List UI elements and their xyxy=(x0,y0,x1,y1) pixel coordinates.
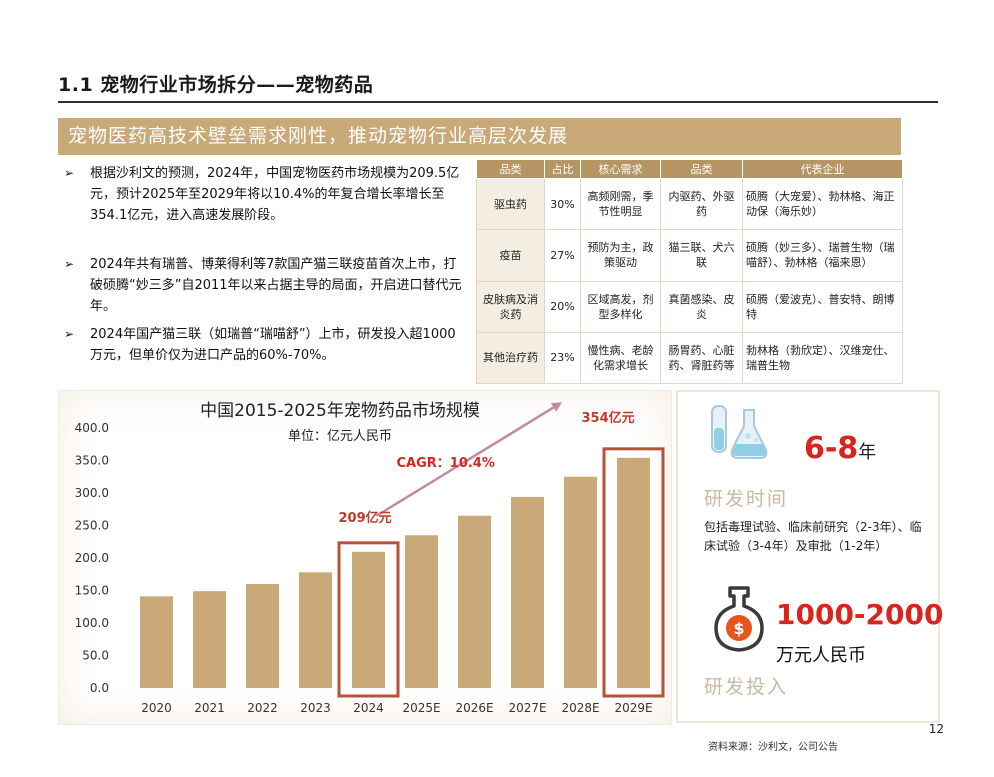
rd-time-value: 6-8 xyxy=(804,431,859,466)
bar-2021 xyxy=(193,591,226,688)
bar-2028E xyxy=(564,476,597,688)
y-tick-label: 200.0 xyxy=(75,551,109,565)
growth-arrow xyxy=(375,402,563,517)
table-header-row: 品类 占比 核心需求 品类 代表企业 xyxy=(476,159,903,179)
y-tick-label: 250.0 xyxy=(75,519,109,533)
col-header-share: 占比 xyxy=(544,159,581,179)
x-tick-label: 2024 xyxy=(353,701,384,715)
bullet-item: ➢ 2024年共有瑞普、博莱得利等7款国产猫三联疫苗首次上市，打破硕腾“妙三多”… xyxy=(64,254,466,317)
x-tick-label: 2029E xyxy=(614,701,652,715)
cell-companies: 硕腾（妙三多）、瑞普生物（瑞喵舒）、勃林格（福来恩） xyxy=(742,229,903,282)
col-header-subcategory: 品类 xyxy=(660,159,743,179)
table-row: 驱虫药 30% 高频刚需，季节性明显 内驱药、外驱药 硕腾（大宠爱）、勃林格、海… xyxy=(476,177,903,231)
title-divider xyxy=(58,101,938,103)
cell-share: 20% xyxy=(544,280,581,333)
x-tick-label: 2021 xyxy=(194,701,225,715)
market-size-bar-chart: 中国2015-2025年宠物药品市场规模 单位：亿元人民币 400.0 350.0… xyxy=(75,401,665,715)
bar-2026E xyxy=(458,515,491,688)
cell-category: 其他治疗药 xyxy=(476,331,545,385)
cell-share: 23% xyxy=(544,331,581,385)
cell-companies: 硕腾（大宠爱）、勃林格、海正动保（海乐妙） xyxy=(742,177,903,231)
x-tick-label: 2027E xyxy=(508,701,546,715)
lab-flask-icon xyxy=(711,405,768,459)
bar-2022 xyxy=(246,584,279,688)
rd-cost-unit: 万元人民币 xyxy=(776,645,866,666)
svg-text:$: $ xyxy=(733,619,744,638)
bullet-text: 根据沙利文的预测，2024年，中国宠物医药市场规模为209.5亿元，预计2025… xyxy=(90,166,460,223)
col-header-companies: 代表企业 xyxy=(742,159,903,179)
cell-subcategory: 肠胃药、心脏药、肾脏药等 xyxy=(660,331,743,385)
start-value-label: 209亿元 xyxy=(339,510,392,526)
table-row: 皮肤病及消炎药 20% 区域高发，剂型多样化 真菌感染、皮炎 硕腾（爱波克）、普… xyxy=(476,280,903,333)
y-tick-label: 0.0 xyxy=(90,681,109,695)
page-title: 1.1 宠物行业市场拆分——宠物药品 xyxy=(58,74,374,96)
page-number: 12 xyxy=(928,722,944,736)
headline-banner: 宠物医药高技术壁垒需求刚性，推动宠物行业高层次发展 xyxy=(58,118,901,155)
cell-subcategory: 内驱药、外驱药 xyxy=(660,177,743,231)
table-row: 疫苗 27% 预防为主，政策驱动 猫三联、犬六联 硕腾（妙三多）、瑞普生物（瑞喵… xyxy=(476,229,903,282)
x-tick-label: 2022 xyxy=(247,701,278,715)
cell-category: 疫苗 xyxy=(476,229,545,282)
x-tick-label: 2028E xyxy=(561,701,599,715)
bullet-arrow-icon: ➢ xyxy=(64,327,75,341)
bar-2020 xyxy=(140,596,173,688)
rd-cost-value: 1000-2000 xyxy=(776,598,944,631)
cell-companies: 硕腾（爱波克）、普安特、朗博特 xyxy=(742,280,903,333)
drug-category-table: 品类 占比 核心需求 品类 代表企业 驱虫药 30% 高频刚需，季节性明显 内驱… xyxy=(476,159,903,385)
highlight-box-2029E xyxy=(602,447,665,698)
highlight-box-2024 xyxy=(337,541,400,698)
chart-subtitle: 单位：亿元人民币 xyxy=(288,429,392,444)
bar-2023 xyxy=(299,572,332,688)
bullet-item: ➢ 2024年国产猫三联（如瑞普“瑞喵舒”）上市，研发投入超1000万元，但单价… xyxy=(64,324,466,366)
bar-2025E xyxy=(405,535,438,688)
y-tick-label: 300.0 xyxy=(75,486,109,500)
col-header-category: 品类 xyxy=(476,159,545,179)
cell-core-demand: 高频刚需，季节性明显 xyxy=(580,177,661,231)
cell-core-demand: 慢性病、老龄化需求增长 xyxy=(580,331,661,385)
y-tick-label: 50.0 xyxy=(82,649,109,663)
rd-time-description: 包括毒理试验、临床前研究（2-3年）、临床试验（3-4年）及审批（1-2年） xyxy=(704,520,922,553)
rd-time-unit: 年 xyxy=(858,442,877,463)
y-tick-label: 350.0 xyxy=(75,454,109,468)
rd-info-panel xyxy=(676,390,940,723)
cell-companies: 勃林格（勃欣定）、汉维宠仕、瑞普生物 xyxy=(742,331,903,385)
bar-2027E xyxy=(511,496,544,688)
col-header-core-demand: 核心需求 xyxy=(580,159,661,179)
bar-2024 xyxy=(352,551,385,688)
bullet-text: 2024年国产猫三联（如瑞普“瑞喵舒”）上市，研发投入超1000万元，但单价仅为… xyxy=(90,327,456,363)
cell-core-demand: 区域高发，剂型多样化 xyxy=(580,280,661,333)
bullet-arrow-icon: ➢ xyxy=(64,257,75,271)
cell-share: 30% xyxy=(544,177,581,231)
x-tick-label: 2025E xyxy=(402,701,440,715)
x-tick-label: 2020 xyxy=(141,701,172,715)
y-tick-label: 100.0 xyxy=(75,616,109,630)
end-value-label: 354亿元 xyxy=(582,410,635,426)
cell-share: 27% xyxy=(544,229,581,282)
chart-title: 中国2015-2025年宠物药品市场规模 xyxy=(200,401,480,421)
table-row: 其他治疗药 23% 慢性病、老龄化需求增长 肠胃药、心脏药、肾脏药等 勃林格（勃… xyxy=(476,331,903,385)
bullet-arrow-icon: ➢ xyxy=(64,166,75,180)
bullet-item: ➢ 根据沙利文的预测，2024年，中国宠物医药市场规模为209.5亿元，预计20… xyxy=(64,163,466,226)
cagr-label: CAGR：10.4% xyxy=(397,456,495,471)
y-tick-label: 150.0 xyxy=(75,584,109,598)
source-note: 资料来源：沙利文，公司公告 xyxy=(708,742,838,753)
cell-subcategory: 猫三联、犬六联 xyxy=(660,229,743,282)
rd-cost-label: 研发投入 xyxy=(704,676,789,698)
cell-core-demand: 预防为主，政策驱动 xyxy=(580,229,661,282)
x-tick-label: 2023 xyxy=(300,701,331,715)
money-flask-icon: $ xyxy=(714,586,764,652)
cell-category: 皮肤病及消炎药 xyxy=(476,280,545,333)
rd-time-label: 研发时间 xyxy=(704,488,789,510)
cell-subcategory: 真菌感染、皮炎 xyxy=(660,280,743,333)
bullet-text: 2024年共有瑞普、博莱得利等7款国产猫三联疫苗首次上市，打破硕腾“妙三多”自2… xyxy=(90,257,462,314)
y-tick-label: 400.0 xyxy=(75,421,109,435)
bar-2029E xyxy=(617,457,650,688)
cell-category: 驱虫药 xyxy=(476,177,545,231)
x-tick-label: 2026E xyxy=(455,701,493,715)
